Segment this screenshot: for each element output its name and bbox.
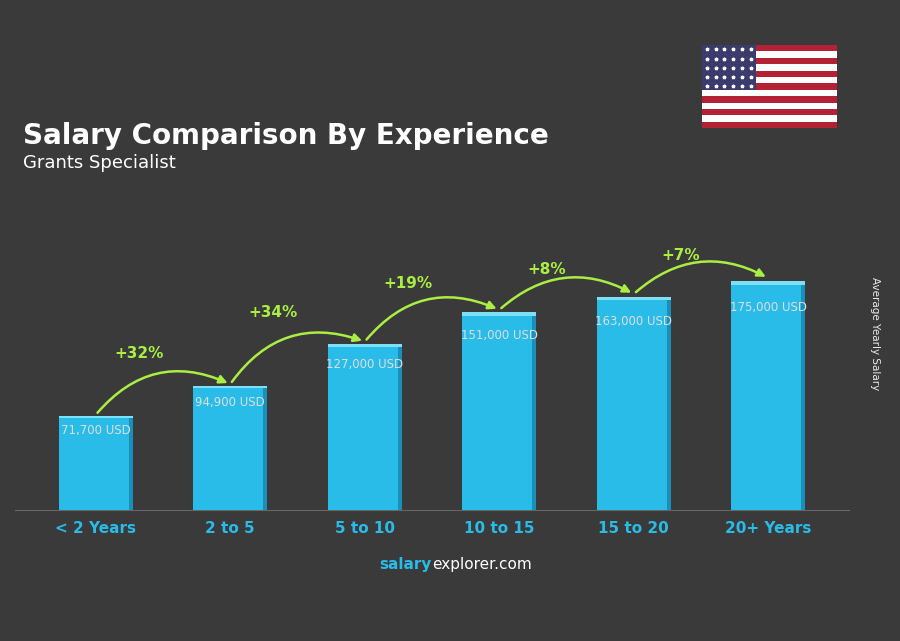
Text: Grants Specialist: Grants Specialist [23,154,176,172]
Text: salary: salary [380,557,432,572]
Text: 94,900 USD: 94,900 USD [195,396,266,410]
Bar [532,316,536,510]
Bar [328,344,401,347]
Bar [129,418,132,510]
Text: 127,000 USD: 127,000 USD [326,358,403,371]
Bar [732,281,806,285]
Bar [702,58,837,64]
Bar [597,297,670,300]
Bar [328,347,401,510]
Text: +7%: +7% [662,247,700,263]
Text: +32%: +32% [114,346,164,362]
Text: Average Yearly Salary: Average Yearly Salary [869,277,880,390]
Bar [597,300,670,510]
Text: 71,700 USD: 71,700 USD [61,424,130,437]
Bar [194,388,267,510]
Text: 175,000 USD: 175,000 USD [730,301,806,313]
Bar [702,96,837,103]
Bar [58,418,132,510]
Text: explorer.com: explorer.com [432,557,532,572]
Bar [702,51,837,58]
Bar [801,285,806,510]
Bar [732,285,806,510]
Text: 151,000 USD: 151,000 USD [461,329,538,342]
Bar [667,300,670,510]
Bar [702,71,837,77]
Bar [58,416,132,418]
Bar [702,83,837,90]
Bar [263,388,267,510]
Bar [702,109,837,115]
Bar [463,316,536,510]
Bar [702,77,837,83]
Text: +34%: +34% [248,304,298,320]
Text: +8%: +8% [527,262,566,277]
Bar [702,115,837,122]
Bar [702,64,837,71]
Text: +19%: +19% [383,276,432,291]
Text: Salary Comparison By Experience: Salary Comparison By Experience [23,122,549,150]
Bar [398,347,401,510]
Bar [702,122,837,128]
Bar [702,90,837,96]
Bar [463,312,536,316]
Bar [702,45,837,51]
Text: 163,000 USD: 163,000 USD [595,315,672,328]
Bar [194,386,267,388]
Bar [702,103,837,109]
Bar [702,45,756,90]
